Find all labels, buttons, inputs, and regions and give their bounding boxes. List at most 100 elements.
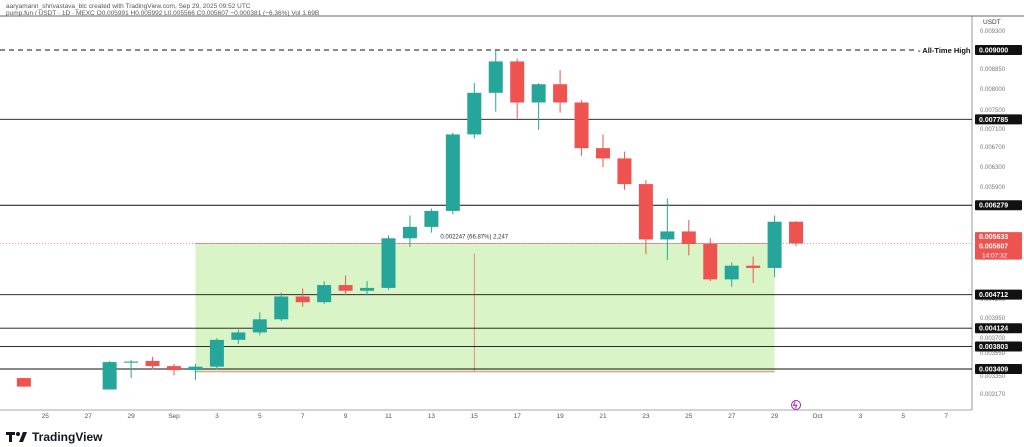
y-tick-label: 0.003700 bbox=[980, 336, 1006, 342]
author-line: aaryamann_shrivastava_blc created with T… bbox=[6, 3, 251, 10]
ticker-symbol: pump.fun / USDT · 1D · MEXC bbox=[6, 10, 95, 17]
candle-body bbox=[424, 210, 439, 227]
candle-body bbox=[145, 360, 160, 367]
y-tick-label: 0.003350 bbox=[980, 374, 1006, 380]
tradingview-logo-icon bbox=[6, 432, 27, 442]
ticker-line: pump.fun / USDT · 1D · MEXC O0.005991 H0… bbox=[6, 10, 319, 17]
x-tick-label: 5 bbox=[258, 413, 262, 420]
x-tick-label: 29 bbox=[771, 413, 779, 420]
y-tick-label: 0.007100 bbox=[980, 127, 1006, 133]
x-tick-label: 21 bbox=[599, 413, 607, 420]
y-tick-label: 0.008850 bbox=[980, 67, 1006, 73]
candle-body bbox=[531, 84, 546, 103]
level-badge bbox=[975, 289, 1022, 300]
level-badge-label: 0.007785 bbox=[979, 117, 1008, 124]
candle-body bbox=[102, 362, 117, 390]
y-tick-label: 0.003550 bbox=[980, 351, 1006, 357]
event-marker-icon bbox=[791, 400, 802, 410]
y-tick-label: 0.008000 bbox=[980, 87, 1006, 93]
candle-body bbox=[574, 102, 589, 149]
y-tick-label: 0.006700 bbox=[980, 145, 1006, 151]
candle-body bbox=[381, 238, 396, 288]
y-tick-label: 0.003950 bbox=[980, 316, 1006, 322]
level-badge-label: 0.006279 bbox=[979, 203, 1008, 210]
candle-body bbox=[681, 231, 696, 244]
level-badge bbox=[975, 341, 1022, 352]
candle-body bbox=[360, 287, 375, 291]
price-badge bbox=[975, 232, 1022, 243]
x-tick-label: 9 bbox=[344, 413, 348, 420]
level-annotation-bg bbox=[914, 44, 968, 55]
price-badge-label: 0.005607 bbox=[979, 244, 1008, 251]
brand: TradingView bbox=[6, 430, 102, 444]
candle-body bbox=[231, 332, 246, 340]
candle-body bbox=[660, 231, 675, 240]
candle-body bbox=[445, 134, 460, 211]
candle-body bbox=[167, 366, 181, 371]
level-badge bbox=[975, 114, 1022, 125]
x-tick-label: Sep bbox=[168, 413, 180, 420]
x-tick-label: 27 bbox=[85, 413, 93, 420]
x-tick-label: 15 bbox=[471, 413, 479, 420]
measure-box-label: 0.002247 (66.87%) 2,247 bbox=[440, 235, 508, 241]
candle-body bbox=[188, 366, 203, 371]
candle-body bbox=[338, 285, 353, 291]
x-tick-label: 25 bbox=[42, 413, 50, 420]
x-tick-label: 7 bbox=[301, 413, 305, 420]
y-tick-label: 0.006300 bbox=[980, 165, 1006, 171]
x-tick-label: 19 bbox=[556, 413, 564, 420]
x-tick-label: 5 bbox=[901, 413, 905, 420]
level-badge bbox=[975, 364, 1022, 374]
measure-box bbox=[195, 243, 775, 372]
candle-body bbox=[638, 184, 653, 240]
y-tick-label: 0.009300 bbox=[980, 29, 1006, 35]
level-badge-label: 0.004124 bbox=[979, 326, 1008, 333]
candle-body bbox=[746, 265, 761, 268]
x-tick-label: 23 bbox=[642, 413, 650, 420]
candle-body bbox=[274, 296, 289, 320]
price-badge-sublabel: 14:07:32 bbox=[982, 253, 1008, 260]
price-badge-label: 0.005633 bbox=[979, 234, 1008, 241]
y-tick-label: 0.005900 bbox=[980, 185, 1006, 191]
level-badge-label: 0.003409 bbox=[979, 367, 1008, 374]
candle-body bbox=[402, 226, 417, 239]
candle-body bbox=[789, 221, 804, 244]
candlestick-chart[interactable]: 0.002247 (66.87%) 2,247 - All-Time High 0.… bbox=[0, 0, 1024, 425]
candle-body bbox=[209, 339, 224, 367]
currency-label: USDT bbox=[983, 19, 1001, 26]
price-badge bbox=[975, 241, 1022, 260]
x-tick-label: 3 bbox=[859, 413, 863, 420]
x-tick-label: 7 bbox=[944, 413, 948, 420]
candle-body bbox=[488, 61, 503, 93]
candle-body bbox=[596, 148, 610, 159]
candle-body bbox=[252, 319, 267, 333]
level-badge bbox=[975, 45, 1022, 55]
level-badge bbox=[975, 323, 1022, 334]
level-annotation: - All-Time High bbox=[918, 46, 971, 55]
candle-body bbox=[467, 92, 482, 135]
candle-body bbox=[16, 378, 31, 387]
candle-body bbox=[124, 361, 139, 363]
x-tick-label: 11 bbox=[385, 413, 392, 420]
candle-body bbox=[617, 158, 632, 185]
x-tick-label: 3 bbox=[215, 413, 219, 420]
x-tick-label: 29 bbox=[127, 413, 135, 420]
y-tick-label: 0.004200 bbox=[980, 297, 1006, 303]
candle-body bbox=[703, 243, 718, 280]
brand-name: TradingView bbox=[32, 430, 103, 444]
x-tick-label: 17 bbox=[514, 413, 522, 420]
chart-header: aaryamann_shrivastava_blc created with T… bbox=[6, 3, 319, 17]
x-tick-label: 25 bbox=[685, 413, 693, 420]
level-badge-label: 0.003803 bbox=[979, 344, 1008, 351]
candle-body bbox=[317, 285, 332, 303]
candle-body bbox=[767, 221, 782, 268]
candle-body bbox=[553, 84, 568, 103]
x-tick-label: 13 bbox=[428, 413, 436, 420]
x-tick-label: 27 bbox=[728, 413, 736, 420]
x-tick-label: Oct bbox=[812, 413, 822, 420]
level-badge-label: 0.009000 bbox=[979, 48, 1008, 55]
ohlc-readout: O0.005991 H0.005992 L0.005566 C0.005607 … bbox=[96, 10, 320, 17]
level-badge bbox=[975, 200, 1022, 211]
candle-body bbox=[295, 296, 310, 303]
y-tick-label: 0.003170 bbox=[980, 392, 1006, 398]
